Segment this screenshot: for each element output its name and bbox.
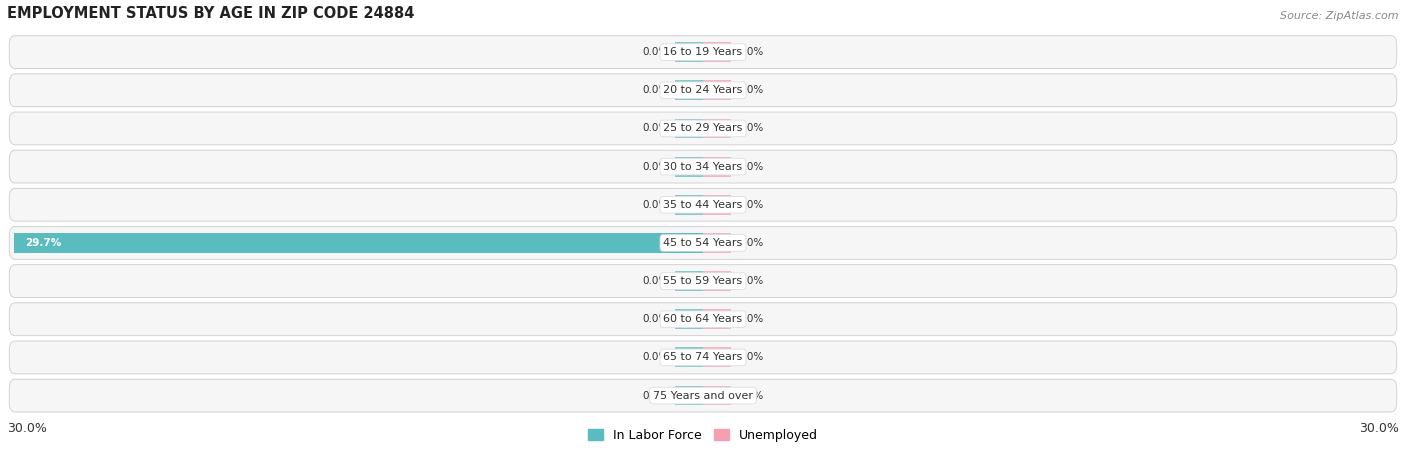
Legend: In Labor Force, Unemployed: In Labor Force, Unemployed xyxy=(583,423,823,446)
Text: 0.0%: 0.0% xyxy=(738,86,763,95)
Text: 0.0%: 0.0% xyxy=(643,391,668,401)
Bar xyxy=(675,42,703,62)
Bar xyxy=(703,233,731,253)
Text: EMPLOYMENT STATUS BY AGE IN ZIP CODE 24884: EMPLOYMENT STATUS BY AGE IN ZIP CODE 248… xyxy=(7,6,415,21)
Text: 20 to 24 Years: 20 to 24 Years xyxy=(664,86,742,95)
FancyBboxPatch shape xyxy=(10,379,1396,412)
Text: 16 to 19 Years: 16 to 19 Years xyxy=(664,47,742,57)
Text: 25 to 29 Years: 25 to 29 Years xyxy=(664,123,742,134)
Text: 35 to 44 Years: 35 to 44 Years xyxy=(664,200,742,210)
Text: 0.0%: 0.0% xyxy=(643,276,668,286)
FancyBboxPatch shape xyxy=(10,36,1396,68)
Text: 0.0%: 0.0% xyxy=(643,47,668,57)
Text: 0.0%: 0.0% xyxy=(738,314,763,324)
Text: 0.0%: 0.0% xyxy=(738,352,763,362)
Text: 0.0%: 0.0% xyxy=(738,391,763,401)
Text: 30.0%: 30.0% xyxy=(7,422,46,435)
Text: 0.0%: 0.0% xyxy=(643,123,668,134)
FancyBboxPatch shape xyxy=(10,265,1396,297)
Bar xyxy=(14,233,703,253)
Bar xyxy=(675,118,703,138)
Bar xyxy=(675,386,703,405)
Bar xyxy=(675,81,703,100)
Bar xyxy=(703,347,731,367)
Text: Source: ZipAtlas.com: Source: ZipAtlas.com xyxy=(1281,11,1399,21)
Text: 0.0%: 0.0% xyxy=(738,162,763,171)
Text: 29.7%: 29.7% xyxy=(25,238,62,248)
Text: 0.0%: 0.0% xyxy=(643,352,668,362)
FancyBboxPatch shape xyxy=(10,341,1396,374)
Bar xyxy=(703,309,731,329)
Text: 55 to 59 Years: 55 to 59 Years xyxy=(664,276,742,286)
FancyBboxPatch shape xyxy=(10,112,1396,145)
Bar xyxy=(703,118,731,138)
Bar xyxy=(703,81,731,100)
Text: 60 to 64 Years: 60 to 64 Years xyxy=(664,314,742,324)
Bar xyxy=(703,195,731,215)
Text: 65 to 74 Years: 65 to 74 Years xyxy=(664,352,742,362)
FancyBboxPatch shape xyxy=(10,303,1396,336)
Text: 75 Years and over: 75 Years and over xyxy=(652,391,754,401)
FancyBboxPatch shape xyxy=(10,226,1396,259)
Bar xyxy=(703,157,731,176)
Text: 0.0%: 0.0% xyxy=(738,238,763,248)
Text: 30.0%: 30.0% xyxy=(1360,422,1399,435)
Text: 0.0%: 0.0% xyxy=(738,276,763,286)
Text: 0.0%: 0.0% xyxy=(643,314,668,324)
FancyBboxPatch shape xyxy=(10,189,1396,221)
Text: 0.0%: 0.0% xyxy=(643,86,668,95)
Text: 0.0%: 0.0% xyxy=(643,200,668,210)
Text: 0.0%: 0.0% xyxy=(738,123,763,134)
Bar xyxy=(703,271,731,291)
Text: 0.0%: 0.0% xyxy=(738,200,763,210)
Bar xyxy=(703,386,731,405)
Bar xyxy=(675,309,703,329)
Text: 0.0%: 0.0% xyxy=(643,162,668,171)
Text: 0.0%: 0.0% xyxy=(738,47,763,57)
Bar xyxy=(675,347,703,367)
Bar xyxy=(675,157,703,176)
FancyBboxPatch shape xyxy=(10,150,1396,183)
Bar xyxy=(675,271,703,291)
Text: 30 to 34 Years: 30 to 34 Years xyxy=(664,162,742,171)
FancyBboxPatch shape xyxy=(10,74,1396,107)
Text: 45 to 54 Years: 45 to 54 Years xyxy=(664,238,742,248)
Bar xyxy=(703,42,731,62)
Bar xyxy=(675,195,703,215)
